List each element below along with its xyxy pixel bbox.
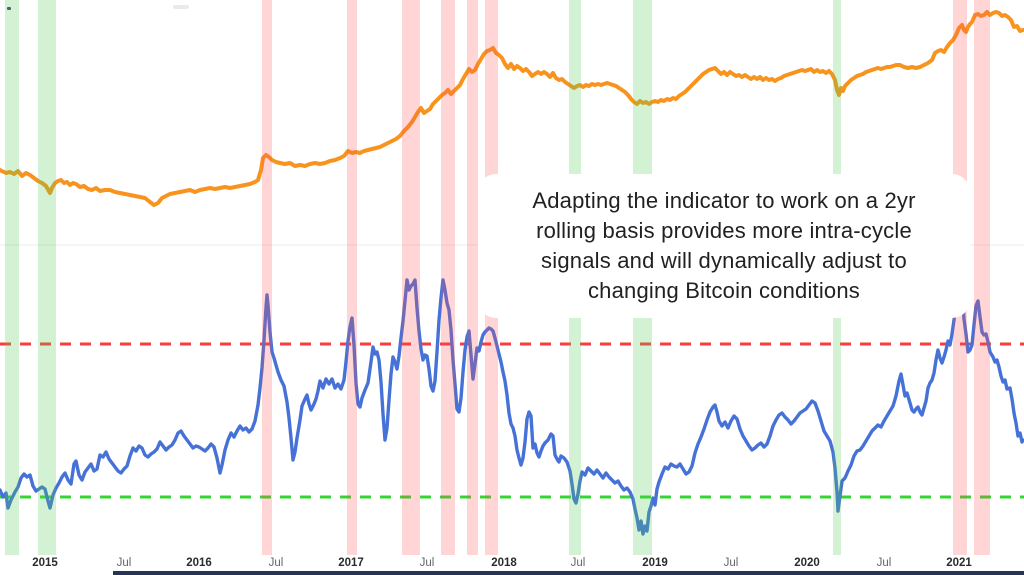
video-progress-bar[interactable] [113, 571, 1024, 575]
annotation-line-2: rolling basis provides more intra-cycle [536, 218, 912, 243]
x-tick-jul-124: Jul [116, 557, 132, 569]
x-tick-jul-276: Jul [268, 557, 284, 569]
cursor-artifact [7, 7, 11, 10]
annotation-line-3: signals and will dynamically adjust to [541, 248, 907, 273]
bitcoin-price-line [0, 10, 1024, 207]
x-tick-2017-351: 2017 [338, 557, 364, 569]
x-axis: 2015 Jul 2016 Jul 2017 Jul 2018 Jul 2019 Jul 2020 J… [0, 556, 1024, 572]
watermark-smudge [173, 5, 189, 9]
x-tick-jul-731: Jul [723, 557, 739, 569]
x-tick-2019-655: 2019 [642, 557, 668, 569]
annotation-line-1: Adapting the indicator to work on a 2yr [532, 188, 916, 213]
annotation-line-4: changing Bitcoin conditions [587, 278, 861, 303]
x-tick-2016-199: 2016 [186, 557, 212, 569]
x-tick-jul-884: Jul [876, 557, 892, 569]
x-tick-jul-578: Jul [570, 557, 586, 569]
x-tick-jul-427: Jul [419, 557, 435, 569]
x-tick-2015-45: 2015 [32, 557, 58, 569]
x-tick-2020-807: 2020 [794, 557, 820, 569]
rolling-indicator-line [0, 275, 1024, 536]
x-tick-2021-959: 2021 [946, 557, 972, 569]
annotation-callout: Adapting the indicator to work on a 2yr … [478, 174, 970, 318]
x-tick-2018-504: 2018 [491, 557, 517, 569]
